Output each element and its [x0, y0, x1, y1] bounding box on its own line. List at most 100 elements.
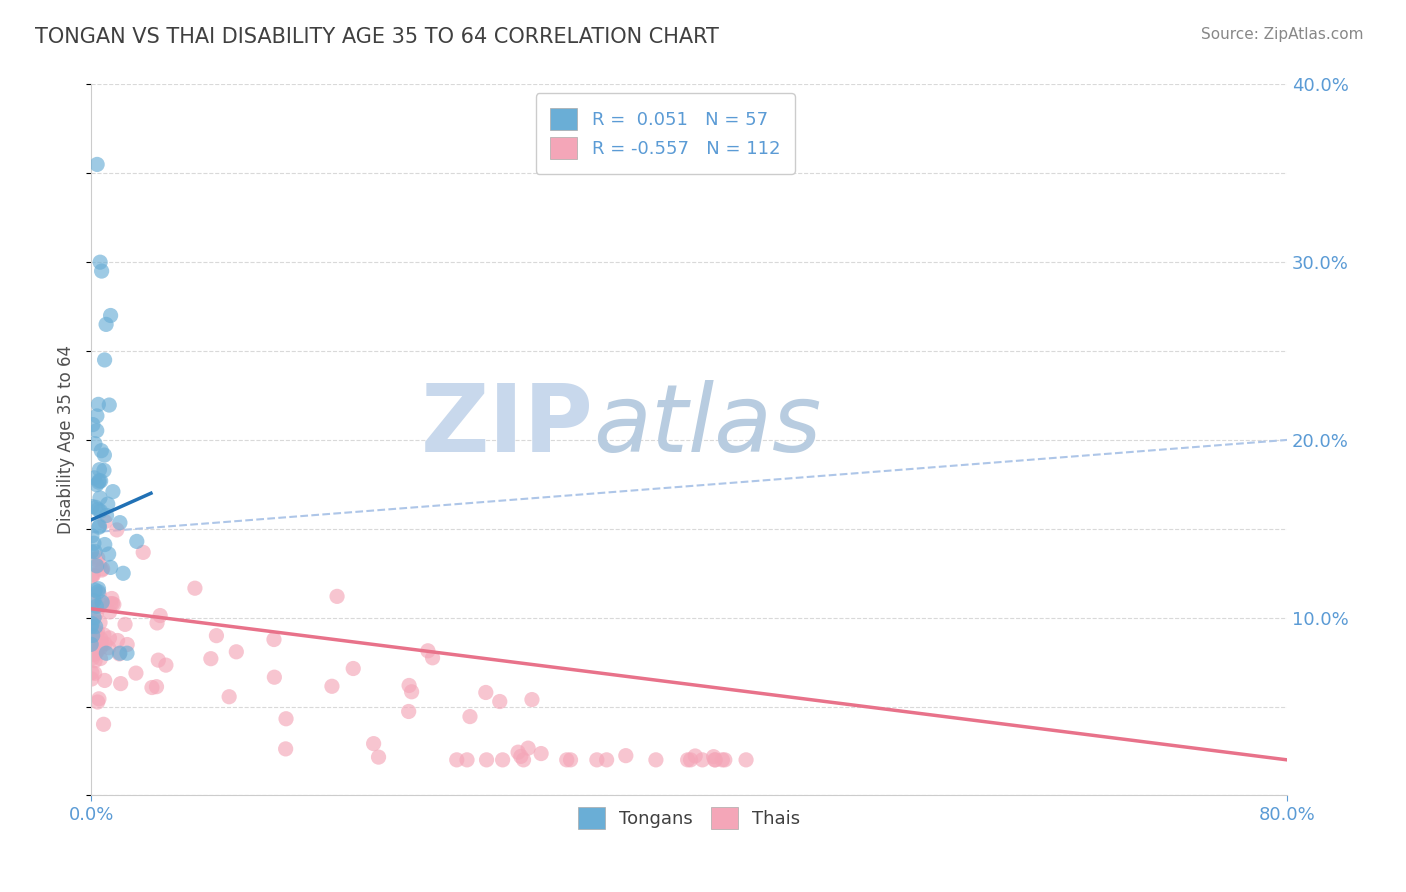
Point	[93, 628, 115, 642]
Point	[90, 264, 112, 278]
Point	[84, 583, 107, 598]
Point	[87, 520, 110, 534]
Point	[367, 750, 389, 764]
Point	[89, 491, 111, 505]
Point	[704, 753, 727, 767]
Point	[100, 560, 122, 574]
Point	[321, 679, 343, 693]
Point	[398, 705, 420, 719]
Point	[108, 647, 131, 661]
Point	[98, 605, 121, 619]
Point	[703, 753, 725, 767]
Legend: Tongans, Thais: Tongans, Thais	[564, 792, 815, 843]
Point	[614, 748, 637, 763]
Point	[509, 749, 531, 764]
Point	[263, 632, 285, 647]
Point	[89, 640, 111, 655]
Point	[93, 673, 115, 688]
Point	[714, 753, 737, 767]
Point	[517, 741, 540, 756]
Point	[125, 666, 148, 681]
Point	[98, 631, 121, 645]
Point	[86, 633, 108, 648]
Text: ZIP: ZIP	[420, 380, 593, 472]
Point	[84, 500, 107, 515]
Point	[86, 628, 108, 642]
Point	[530, 747, 553, 761]
Point	[679, 753, 702, 767]
Point	[87, 502, 110, 516]
Point	[82, 650, 104, 665]
Point	[97, 547, 120, 561]
Point	[107, 633, 129, 648]
Point	[82, 567, 104, 582]
Point	[200, 651, 222, 665]
Point	[101, 597, 124, 611]
Point	[93, 717, 115, 731]
Point	[342, 661, 364, 675]
Point	[84, 607, 107, 621]
Point	[112, 566, 135, 581]
Point	[83, 666, 105, 681]
Point	[90, 443, 112, 458]
Point	[80, 619, 103, 633]
Point	[644, 753, 666, 767]
Text: TONGAN VS THAI DISABILITY AGE 35 TO 64 CORRELATION CHART: TONGAN VS THAI DISABILITY AGE 35 TO 64 C…	[35, 27, 718, 46]
Point	[96, 646, 118, 660]
Point	[401, 685, 423, 699]
Point	[692, 753, 714, 767]
Point	[91, 562, 114, 576]
Point	[80, 593, 103, 607]
Point	[274, 712, 297, 726]
Point	[703, 749, 725, 764]
Point	[80, 569, 103, 583]
Point	[274, 742, 297, 756]
Point	[184, 581, 207, 595]
Point	[263, 670, 285, 684]
Point	[82, 624, 104, 639]
Point	[141, 681, 163, 695]
Point	[87, 475, 110, 490]
Point	[83, 471, 105, 485]
Point	[446, 753, 468, 767]
Point	[84, 654, 107, 668]
Point	[512, 753, 534, 767]
Point	[86, 157, 108, 171]
Point	[101, 591, 124, 606]
Point	[93, 448, 115, 462]
Point	[90, 632, 112, 646]
Point	[97, 497, 120, 511]
Point	[205, 629, 228, 643]
Point	[416, 644, 439, 658]
Point	[491, 753, 513, 767]
Point	[110, 676, 132, 690]
Text: atlas: atlas	[593, 380, 821, 471]
Point	[458, 709, 481, 723]
Point	[90, 563, 112, 577]
Point	[555, 753, 578, 767]
Point	[86, 477, 108, 491]
Point	[225, 645, 247, 659]
Point	[475, 753, 498, 767]
Point	[94, 515, 117, 529]
Point	[94, 637, 117, 651]
Point	[520, 692, 543, 706]
Point	[82, 628, 104, 642]
Point	[82, 614, 104, 628]
Point	[94, 537, 117, 551]
Point	[87, 582, 110, 596]
Point	[93, 463, 115, 477]
Point	[80, 529, 103, 543]
Point	[98, 398, 121, 412]
Point	[90, 474, 112, 488]
Point	[100, 597, 122, 611]
Point	[86, 424, 108, 438]
Point	[86, 558, 108, 573]
Point	[149, 608, 172, 623]
Point	[148, 653, 170, 667]
Point	[89, 587, 111, 601]
Point	[83, 610, 105, 624]
Point	[83, 631, 105, 645]
Point	[80, 672, 103, 686]
Point	[87, 691, 110, 706]
